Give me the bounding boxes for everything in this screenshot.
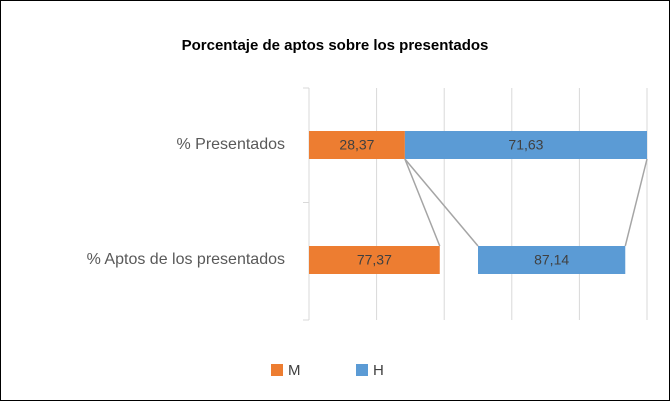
series-line — [404, 158, 479, 247]
y-tick-label: % Presentados — [176, 136, 285, 153]
data-label: 77,37 — [357, 252, 392, 268]
series-line — [404, 158, 441, 247]
bar — [309, 131, 405, 159]
bar — [478, 246, 626, 274]
bar — [404, 131, 647, 159]
series-line — [624, 158, 648, 247]
y-tick-label: % Aptos de los presentados — [87, 251, 285, 268]
chart-title: Porcentaje de aptos sobre los presentado… — [182, 37, 489, 54]
legend-label: H — [373, 362, 384, 379]
legend-label: M — [288, 362, 301, 379]
data-label: 71,63 — [508, 137, 543, 153]
legend-swatch — [356, 364, 368, 376]
bar — [309, 246, 440, 274]
legend-swatch — [271, 364, 283, 376]
data-label: 87,14 — [534, 252, 569, 268]
data-label: 28,37 — [339, 137, 374, 153]
